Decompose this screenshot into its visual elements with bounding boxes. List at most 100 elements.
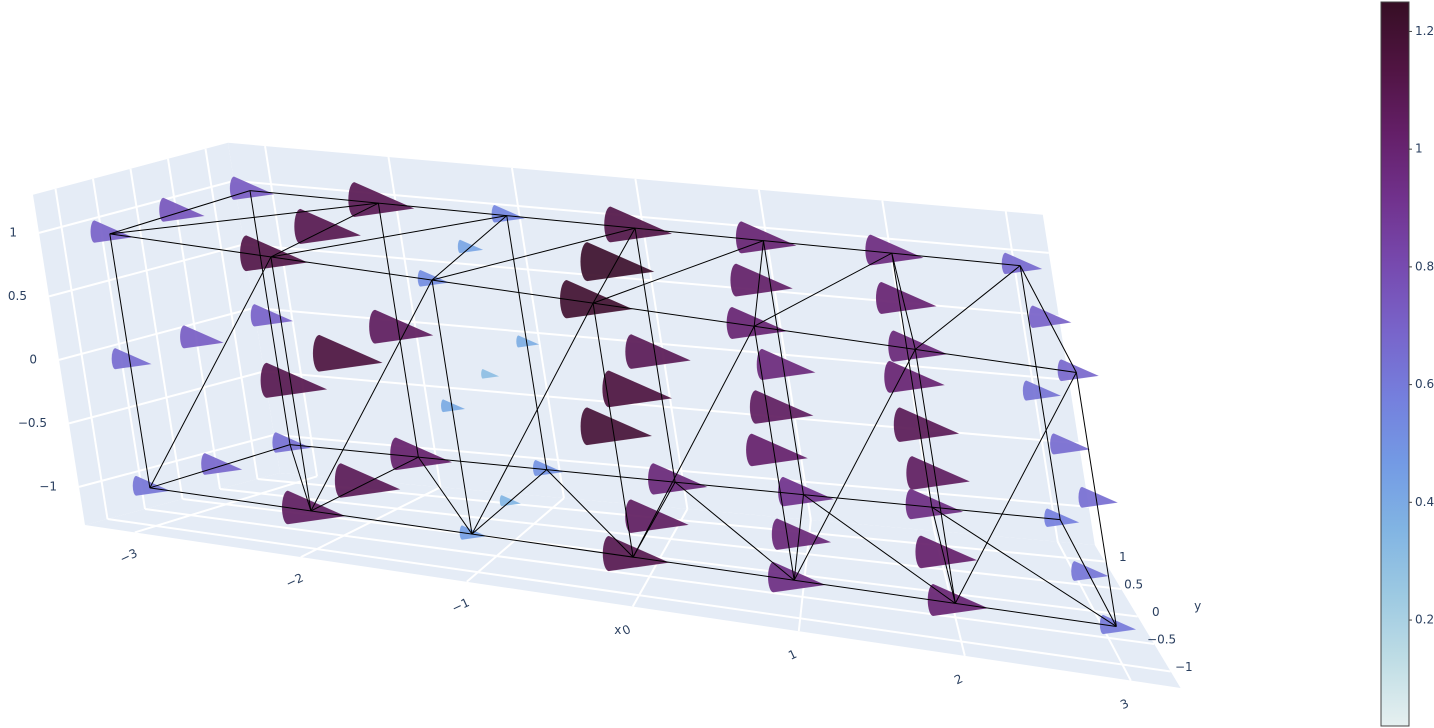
- y-tick-label: 0.5: [1124, 578, 1143, 592]
- mesh-edge: [471, 302, 594, 535]
- cone: [368, 309, 435, 344]
- mesh-edge: [914, 265, 1021, 350]
- cone: [647, 462, 709, 495]
- grid-line: [107, 518, 1171, 673]
- z-tick-label: −0.5: [18, 416, 47, 430]
- mesh-edge: [954, 372, 1077, 604]
- grid-line: [144, 508, 1155, 645]
- mesh-edge: [149, 444, 291, 489]
- z-tick-label: −1: [39, 479, 57, 493]
- cone: [1022, 380, 1062, 401]
- cone: [440, 399, 467, 413]
- mesh-edge: [592, 303, 634, 558]
- cone: [625, 334, 692, 370]
- colorbar-tick-label: 1: [1415, 142, 1423, 156]
- cone: [726, 306, 789, 340]
- mesh-edge: [1075, 372, 1117, 627]
- cone: [580, 241, 656, 282]
- cone: [281, 490, 347, 525]
- mesh-edge: [417, 456, 473, 535]
- cone: [1049, 433, 1091, 455]
- mesh-edge: [753, 240, 764, 327]
- mesh-edge: [270, 256, 312, 512]
- cone: [132, 475, 172, 496]
- colorbar-tick-label: 0.4: [1415, 495, 1434, 509]
- colorbar: [1380, 1, 1410, 727]
- x-tick-label: −3: [118, 546, 140, 566]
- grid-line: [58, 306, 255, 361]
- mesh-edge: [310, 279, 433, 512]
- x-tick-label: −1: [450, 595, 472, 615]
- mesh-edge: [634, 228, 676, 483]
- cone: [515, 335, 541, 348]
- y-tick-label: −1: [1175, 660, 1193, 674]
- cone: [906, 455, 971, 490]
- mesh-edge: [931, 506, 1117, 627]
- mesh-edge: [249, 190, 1021, 267]
- mesh-edge: [674, 481, 795, 581]
- mesh-edge: [803, 494, 956, 604]
- cone: [239, 235, 309, 272]
- y-tick-label: −0.5: [1147, 633, 1176, 647]
- mesh-edge: [793, 494, 804, 581]
- cone: [905, 488, 965, 520]
- x-tick-label: 0: [620, 622, 633, 638]
- mesh-edge: [632, 326, 755, 558]
- cone: [730, 263, 794, 297]
- mesh-edge: [471, 469, 548, 535]
- mesh-edge: [431, 227, 636, 281]
- cone: [158, 197, 206, 223]
- grid-line: [38, 179, 235, 234]
- cone: [260, 362, 329, 399]
- cone: [771, 518, 833, 551]
- colorbar-tick-label: 1.2: [1415, 24, 1434, 38]
- mesh-edge: [506, 215, 548, 470]
- mesh-edge: [1019, 265, 1077, 373]
- y-axis-title: y: [1194, 599, 1201, 613]
- mesh-edge: [592, 240, 764, 304]
- cone: [893, 407, 961, 443]
- mesh-edge: [592, 227, 636, 304]
- cone: [745, 433, 809, 467]
- x-tick-label: 2: [952, 671, 965, 687]
- mesh-edge: [109, 190, 251, 235]
- cone: [927, 583, 990, 617]
- y-tick-label: 1: [1119, 550, 1127, 564]
- cone: [602, 535, 671, 572]
- cone: [179, 325, 225, 349]
- cone: [200, 452, 244, 476]
- mesh-edge: [270, 202, 379, 258]
- mesh-edge: [431, 215, 508, 281]
- cone: [250, 303, 295, 327]
- mesh-edge: [762, 240, 804, 495]
- cone: [90, 220, 134, 243]
- cone: [1070, 560, 1110, 582]
- cone: [883, 360, 946, 394]
- cone: [229, 176, 276, 201]
- mesh-edge: [1059, 519, 1117, 627]
- colorbar-tick-label: 0.2: [1415, 613, 1434, 627]
- mesh-edge: [793, 349, 916, 581]
- mesh-edge: [753, 326, 795, 581]
- cone: [1028, 305, 1073, 329]
- cone: [602, 370, 673, 408]
- mesh-edge: [931, 507, 956, 604]
- grid-line: [48, 243, 245, 298]
- mesh-edge: [431, 279, 473, 535]
- mesh-edge: [310, 456, 419, 512]
- mesh-edge: [891, 253, 916, 350]
- cone: [915, 535, 979, 569]
- x-tick-label: −2: [284, 571, 306, 591]
- y-tick-label: 0: [1152, 605, 1160, 619]
- mesh-edge: [753, 252, 893, 327]
- mesh-edge: [289, 444, 312, 512]
- mesh-edge: [891, 253, 933, 508]
- grid-line: [182, 498, 1138, 618]
- mesh-edge: [149, 256, 272, 489]
- mesh-edge: [109, 233, 151, 488]
- x-tick-label: 3: [1118, 696, 1131, 712]
- x-tick-label: 1: [786, 647, 799, 663]
- x-axis-title: x: [614, 623, 621, 637]
- cone: [888, 330, 949, 363]
- cone: [580, 407, 653, 446]
